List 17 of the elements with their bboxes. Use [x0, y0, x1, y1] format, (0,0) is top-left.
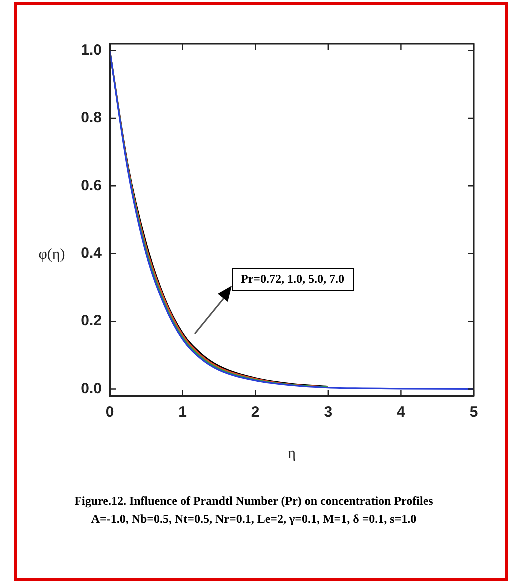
- x-tick-label: 5: [470, 404, 478, 422]
- x-axis-title: η: [288, 446, 296, 462]
- text: Figure.12. Influence of Prandtl Number (Pr) on concentration Profiles: [74, 493, 434, 510]
- text: A=-1.0, Nb=0.5, Nt=0.5, Nr=0.1, Le=2, γ=0.1, M=1, δ =0.1, s=1.0: [90, 511, 418, 528]
- annotation: Pr=0.72, 1.0, 5.0, 7.0: [232, 268, 354, 291]
- y-tick-label: 0.4: [81, 244, 103, 262]
- y-tick-label: 0.0: [81, 380, 102, 398]
- x-tick-label: 4: [397, 404, 406, 422]
- y-tick-label: 0.6: [81, 177, 102, 194]
- y-tick-label: 0.2: [81, 312, 102, 330]
- y-axis-title: φ(η): [38, 246, 66, 263]
- x-tick-label: 3: [324, 404, 333, 422]
- y-tick-label: 0.8: [81, 110, 102, 127]
- y-tick-label: 1.0: [81, 42, 102, 59]
- x-tick-label: 1: [178, 404, 187, 422]
- x-tick-label: 0: [106, 404, 114, 422]
- x-tick-label: 2: [251, 404, 260, 422]
